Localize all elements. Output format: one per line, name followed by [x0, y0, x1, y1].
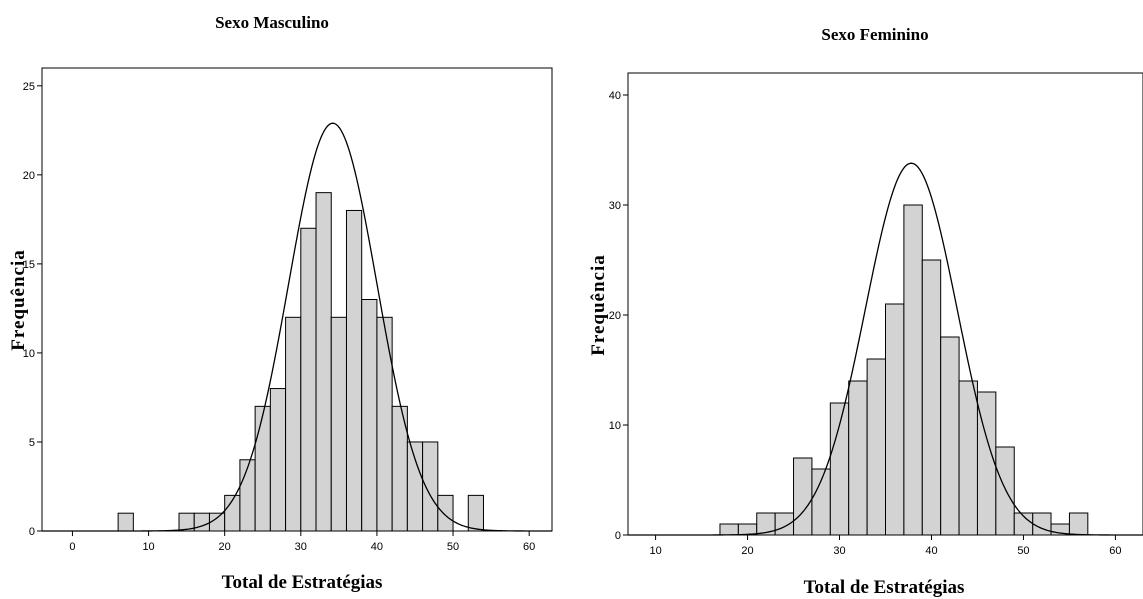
x-tick-label: 60 [523, 541, 535, 553]
x-tick-label: 50 [447, 541, 459, 553]
histogram-bar [255, 406, 270, 531]
histogram-bar [959, 381, 977, 535]
histogram-bar [1033, 513, 1051, 535]
plot-area-male: 0 5 10 15 20 25 0 10 20 30 40 50 60 [23, 68, 552, 553]
histogram-bar [240, 460, 255, 531]
histogram-bar [194, 513, 209, 531]
histogram-bar [270, 389, 285, 531]
histogram-bar [316, 193, 331, 531]
y-tick-label: 20 [23, 170, 35, 182]
histogram-bar [438, 495, 453, 531]
y-axis-label-female: Frequência [588, 254, 609, 355]
chart-title-male: Sexo Masculino [215, 13, 329, 32]
histogram-bar [407, 442, 422, 531]
x-tick-label: 0 [69, 541, 75, 553]
chart-panel-male: Sexo Masculino Frequência Total de Estra… [8, 13, 552, 593]
y-tick-label: 20 [609, 310, 621, 322]
chart-title-female: Sexo Feminino [821, 25, 928, 44]
chart-panel-female: Sexo Feminino Frequência Total de Estrat… [588, 25, 1143, 598]
histogram-bar [1069, 513, 1087, 535]
y-tick-label: 10 [23, 348, 35, 360]
y-tick-label: 25 [23, 81, 35, 93]
histogram-bar [922, 260, 940, 535]
y-tick-label: 0 [615, 530, 621, 542]
y-tick-label: 40 [609, 90, 621, 102]
histogram-bar [996, 447, 1014, 535]
histogram-bar [377, 317, 392, 531]
x-tick-label: 30 [833, 545, 845, 557]
histogram-bar [468, 495, 483, 531]
histogram-bar [301, 228, 316, 531]
histogram-bar [941, 337, 959, 535]
histogram-bar [331, 317, 346, 531]
x-tick-label: 60 [1109, 545, 1121, 557]
x-tick-label: 20 [741, 545, 753, 557]
histogram-bar [867, 359, 885, 535]
x-axis-label-male: Total de Estratégias [222, 572, 383, 593]
y-tick-label: 10 [609, 420, 621, 432]
histogram-bar [346, 210, 361, 531]
y-tick-label: 0 [29, 526, 35, 538]
histogram-bar [886, 304, 904, 535]
x-tick-label: 40 [925, 545, 937, 557]
histogram-bar [286, 317, 301, 531]
x-tick-label: 30 [295, 541, 307, 553]
histogram-bar [118, 513, 133, 531]
histogram-bar [775, 513, 793, 535]
y-tick-label: 30 [609, 200, 621, 212]
x-tick-label: 50 [1017, 545, 1029, 557]
y-tick-label: 15 [23, 259, 35, 271]
x-tick-label: 10 [649, 545, 661, 557]
histogram-bar [904, 205, 922, 535]
x-tick-label: 40 [371, 541, 383, 553]
plot-area-female: 0 10 20 30 40 10 20 30 40 50 60 [609, 73, 1143, 557]
x-axis-label-female: Total de Estratégias [804, 577, 965, 598]
histogram-bar [794, 458, 812, 535]
histogram-bar [423, 442, 438, 531]
x-tick-label: 20 [219, 541, 231, 553]
histogram-bar [362, 300, 377, 532]
histogram-bar [849, 381, 867, 535]
histogram-bar [720, 524, 738, 535]
x-tick-label: 10 [142, 541, 154, 553]
y-tick-label: 5 [29, 437, 35, 449]
